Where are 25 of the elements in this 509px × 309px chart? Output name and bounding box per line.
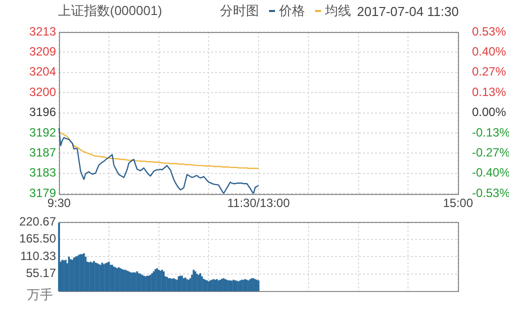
x-tick-label: 15:00: [442, 196, 474, 210]
y2-tick-label: 0.53%: [472, 24, 506, 38]
y-tick-label: 3192: [29, 125, 56, 140]
y-tick-label: 165.50: [19, 232, 56, 246]
y-tick-label: 110.33: [20, 248, 56, 263]
text: 分时图: [220, 2, 260, 20]
y-tick-label: 3213: [29, 24, 56, 38]
y2-tick-label: 0.00%: [472, 105, 506, 120]
x-tick-label: 11:30/13:00: [227, 196, 290, 210]
y-axis-title: 万手: [27, 288, 53, 303]
text: 2017-07-04 11:30: [357, 4, 459, 18]
y-tick-label: 3204: [29, 64, 56, 79]
legend-label: 均线: [325, 2, 352, 20]
y2-tick-label: 0.40%: [472, 44, 506, 59]
y-tick-label: 3200: [29, 84, 56, 99]
y-tick-label: 3196: [29, 105, 56, 120]
y-tick-label: 55.17: [26, 266, 56, 280]
y2-tick-label: 0.13%: [472, 84, 506, 99]
y-tick-label: 220.67: [19, 214, 56, 229]
y-tick-label: 3183: [29, 166, 56, 180]
y2-tick-label: 0.27%: [472, 64, 506, 79]
chart-title: 上证指数(000001): [58, 2, 162, 20]
legend-label: 价格: [279, 2, 306, 20]
y-tick-label: 3187: [29, 146, 56, 160]
y-tick-label: 3209: [29, 44, 56, 59]
